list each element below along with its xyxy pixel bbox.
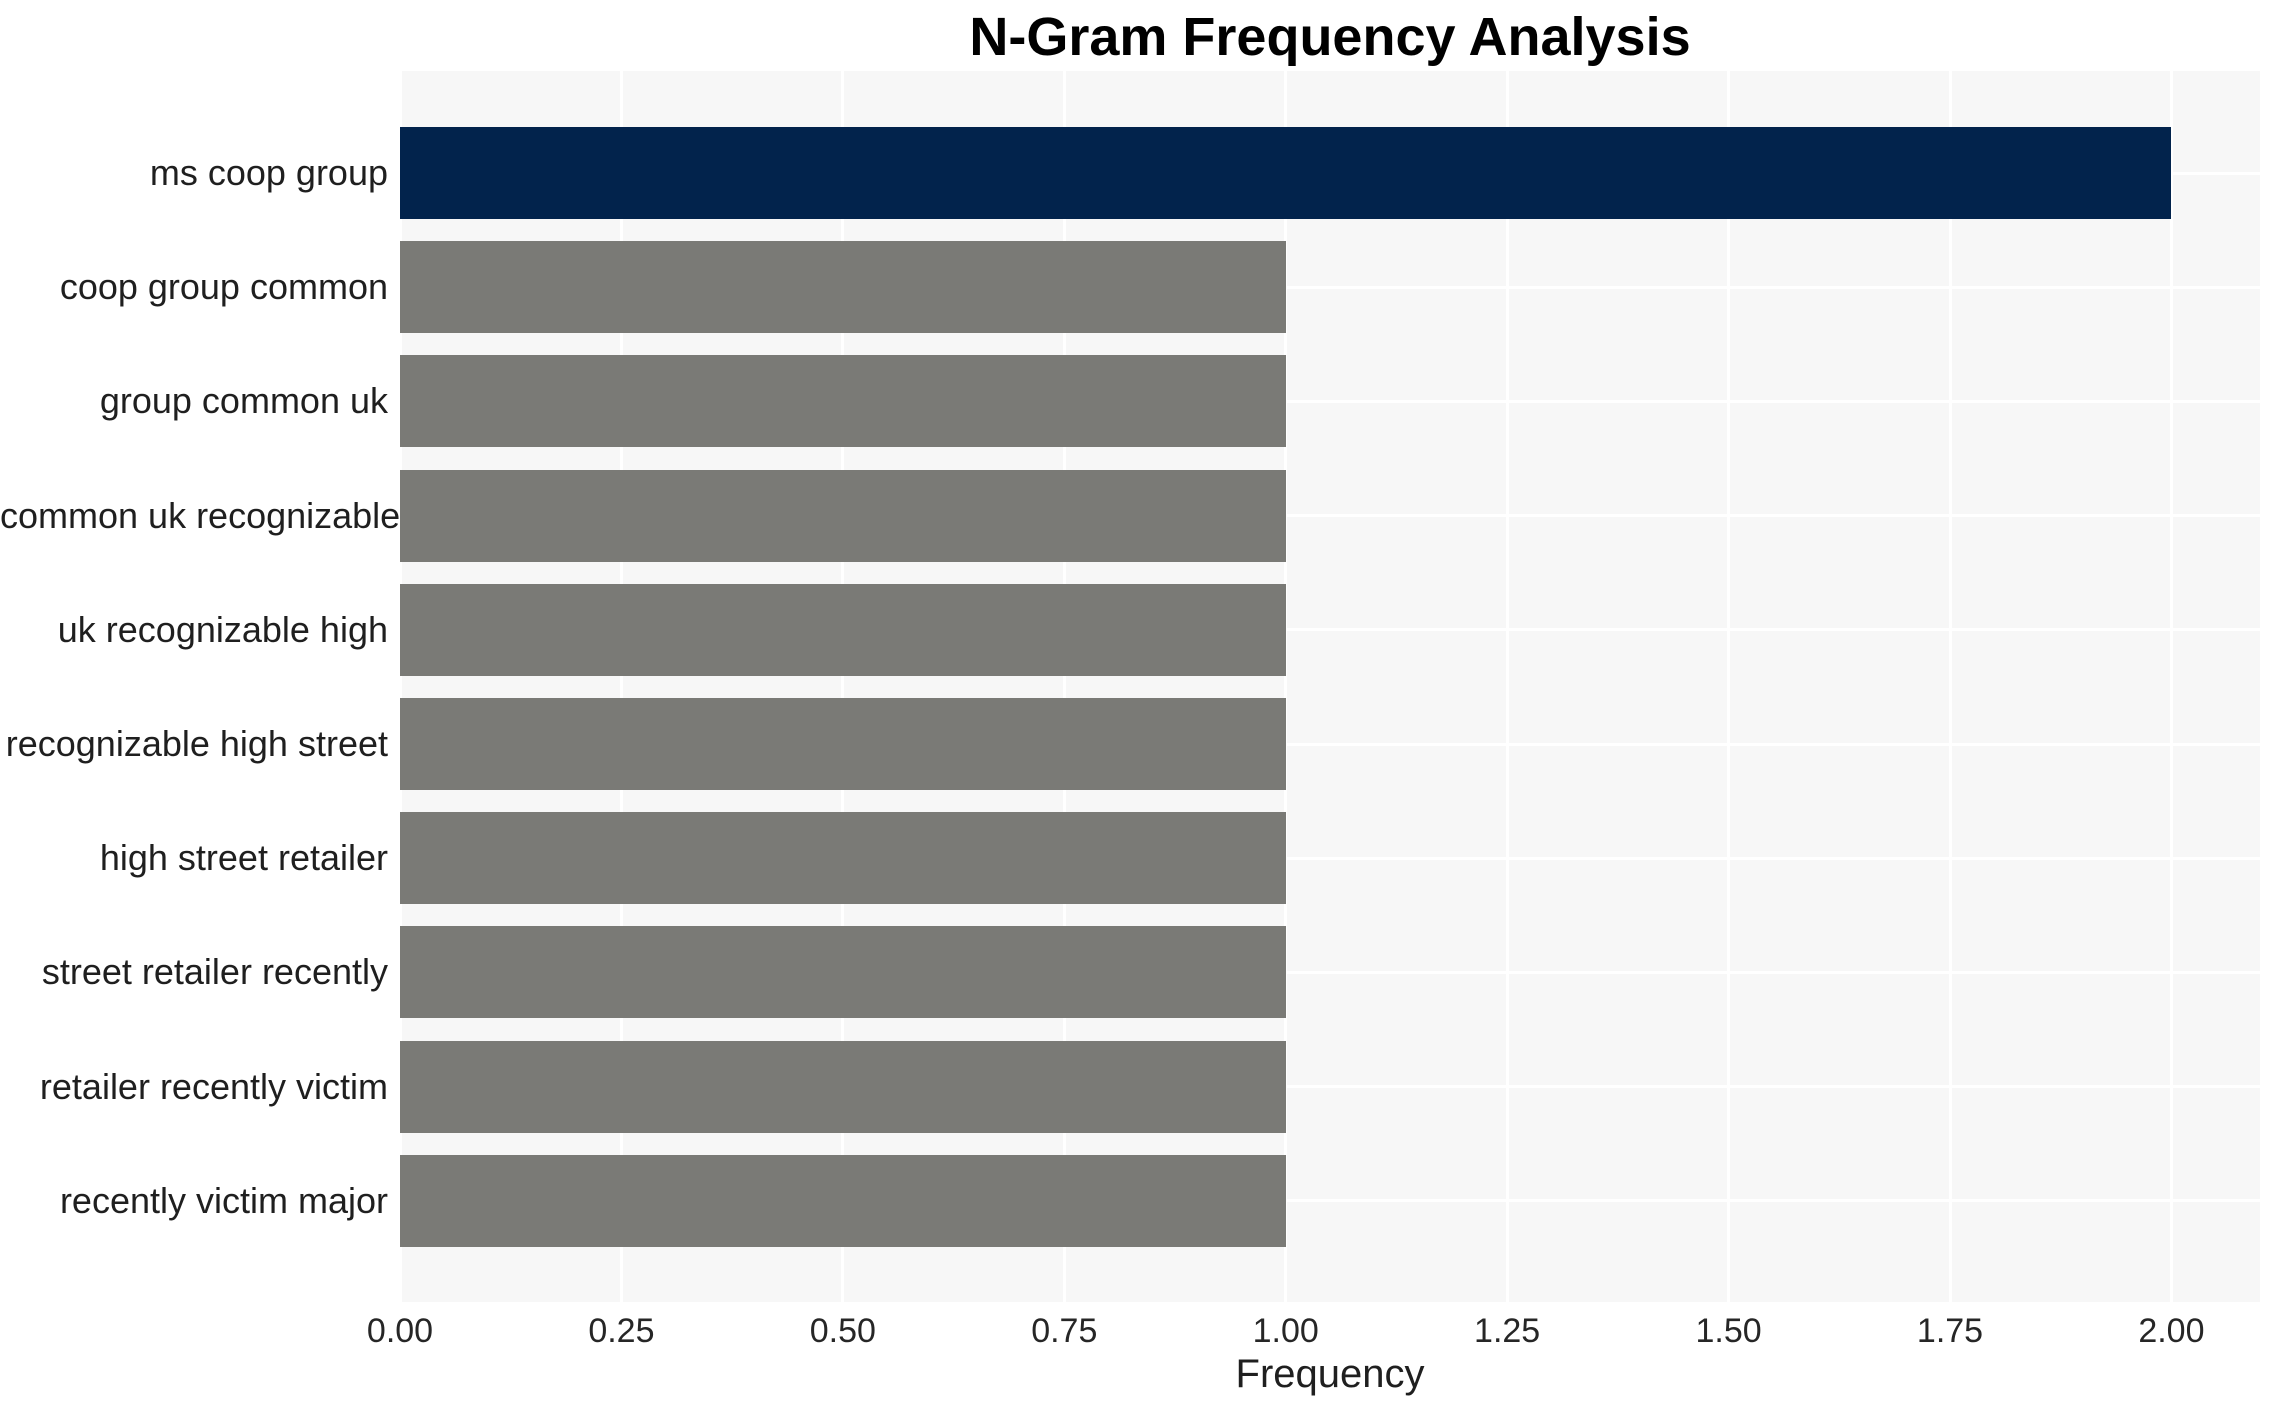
gridline-horizontal	[400, 1199, 2260, 1203]
y-tick-label: street retailer recently	[41, 951, 388, 993]
y-tick-label: recognizable high street	[5, 723, 388, 764]
gridline-horizontal	[400, 856, 2260, 860]
bar	[400, 926, 1286, 1019]
gridline-horizontal	[400, 399, 2260, 403]
gridline-vertical	[2169, 71, 2173, 1302]
y-tick-label: coop group common	[59, 266, 388, 308]
x-tick-label: 1.25	[1474, 1312, 1541, 1350]
gridline-vertical	[398, 71, 402, 1302]
gridline-horizontal	[400, 970, 2260, 974]
x-axis-label: Frequency	[1235, 1352, 1425, 1396]
y-tick-label: ms coop group	[149, 152, 388, 193]
gridline-horizontal	[400, 628, 2260, 632]
bar	[400, 583, 1286, 676]
bar	[400, 469, 1286, 562]
x-tick-label: 0.00	[366, 1312, 434, 1350]
bar	[400, 698, 1286, 790]
gridline-horizontal	[400, 1085, 2260, 1089]
gridline-vertical	[1727, 71, 1731, 1302]
bar	[400, 1040, 1286, 1133]
gridline-horizontal	[400, 285, 2260, 289]
x-tick-label: 0.75	[1031, 1312, 1098, 1350]
bar	[400, 241, 1286, 334]
bar	[400, 355, 1286, 448]
gridline-vertical	[1505, 71, 1509, 1302]
x-tick-label: 1.00	[1252, 1312, 1319, 1350]
gridline-vertical	[619, 71, 623, 1302]
gridline-vertical	[1284, 71, 1288, 1302]
bar	[400, 1154, 1286, 1247]
x-tick-label: 1.75	[1916, 1312, 1984, 1350]
gridline-vertical	[841, 71, 845, 1302]
x-tick-label: 0.50	[809, 1312, 876, 1350]
gridline-vertical	[1062, 71, 1066, 1302]
y-tick-label: retailer recently victim	[39, 1065, 388, 1107]
plot-area	[398, 71, 2260, 1302]
gridline-horizontal	[400, 742, 2260, 746]
bar	[400, 812, 1286, 905]
bar	[400, 127, 2172, 219]
x-tick-label: 0.25	[588, 1312, 655, 1350]
x-tick-label: 2.00	[2138, 1312, 2205, 1350]
y-tick-label: recently victim major	[59, 1179, 388, 1221]
y-tick-label: group common uk	[99, 380, 388, 422]
y-tick-label: uk recognizable high	[57, 608, 388, 650]
x-tick-label: 1.50	[1695, 1312, 1762, 1350]
y-tick-label: high street retailer	[99, 837, 388, 879]
chart-title: N-Gram Frequency Analysis	[969, 7, 1691, 67]
y-tick-label: common uk recognizable	[0, 494, 401, 536]
gridline-vertical	[1948, 71, 1952, 1302]
gridline-horizontal	[400, 514, 2260, 518]
